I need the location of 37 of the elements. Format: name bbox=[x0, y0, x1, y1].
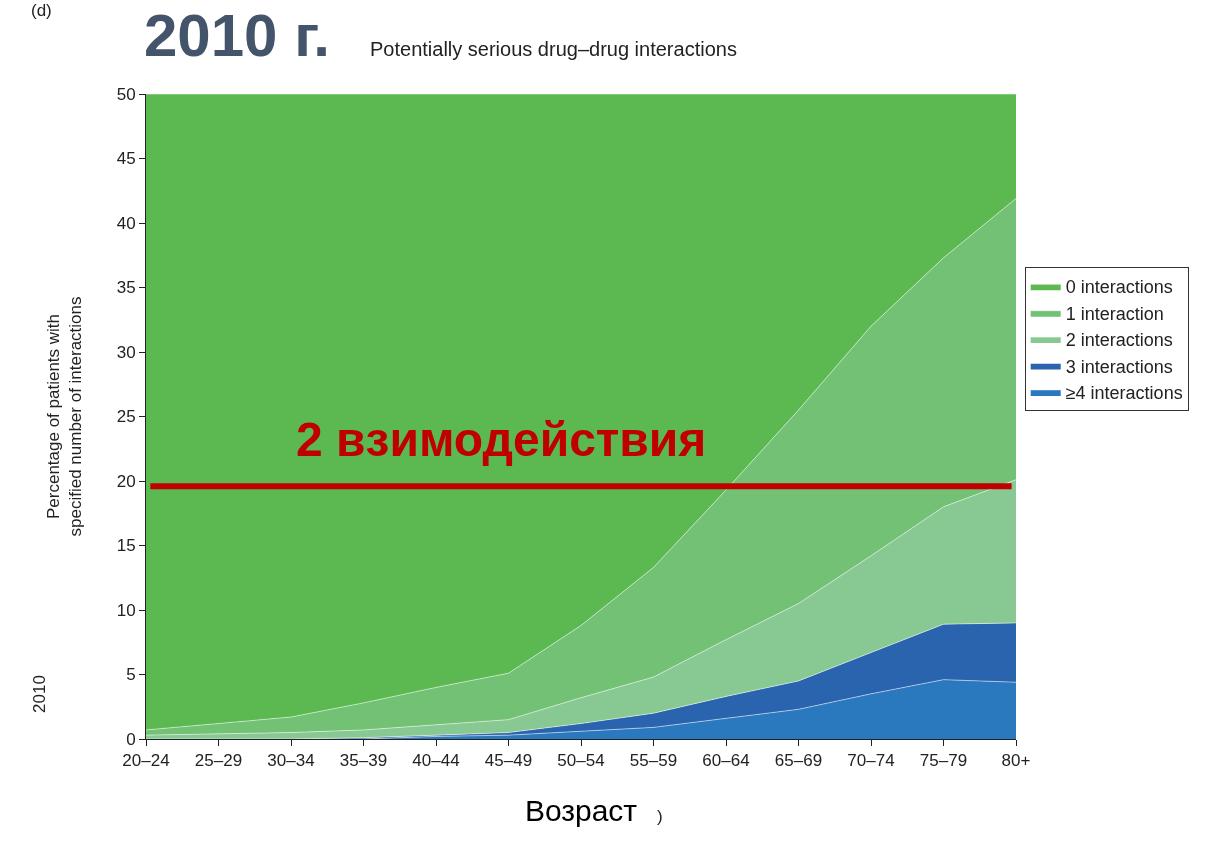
x-tick-label: 60–64 bbox=[702, 751, 750, 771]
x-axis-title: Возраст bbox=[524, 793, 638, 827]
ref-line-label: 2 взимодействия bbox=[296, 413, 707, 466]
y-tick-label: 35 bbox=[116, 278, 136, 298]
legend-label: ≥4 interactions bbox=[1065, 382, 1183, 403]
x-tick-label: 45–49 bbox=[484, 751, 533, 771]
x-tick-label: 70–74 bbox=[847, 751, 895, 771]
text: 2010 г. bbox=[144, 2, 330, 69]
legend-label: 3 interactions bbox=[1065, 356, 1173, 377]
x-tick-label: 65–69 bbox=[774, 751, 823, 771]
x-tick-label: 80+ bbox=[1001, 751, 1031, 771]
x-tick-label: 35–39 bbox=[339, 751, 388, 771]
x-tick-label: 55–59 bbox=[629, 751, 678, 771]
y-tick-label: 40 bbox=[116, 213, 136, 233]
legend-label: 2 interactions bbox=[1065, 330, 1173, 351]
x-tick-label: 75–79 bbox=[919, 751, 968, 771]
y-tick-label: 45 bbox=[116, 149, 136, 169]
legend-label: 1 interaction bbox=[1065, 303, 1164, 324]
text: ) bbox=[657, 807, 663, 826]
y-tick-label: 10 bbox=[116, 600, 136, 620]
y-tick-label: 0 bbox=[126, 729, 136, 749]
x-tick-label: 50–54 bbox=[557, 751, 605, 771]
x-tick-label: 25–29 bbox=[194, 751, 243, 771]
x-tick-label: 40–44 bbox=[412, 751, 460, 771]
y-tick-label: 50 bbox=[116, 84, 136, 104]
y-tick-label: 25 bbox=[116, 407, 136, 427]
x-tick-label: 30–34 bbox=[267, 751, 315, 771]
chart-title: Potentially serious drug–drug interactions bbox=[370, 38, 737, 60]
y-axis-title: Percentage of patients with specified number of interactions bbox=[44, 296, 86, 537]
x-tick-label: 20–24 bbox=[122, 751, 170, 771]
y-tick-label: 5 bbox=[126, 665, 136, 685]
text: 2010 bbox=[30, 675, 50, 713]
y-tick-label: 15 bbox=[116, 536, 136, 556]
legend-label: 0 interactions bbox=[1065, 277, 1173, 298]
y-tick-label: 30 bbox=[116, 342, 136, 362]
y-tick-label: 20 bbox=[116, 471, 136, 491]
text: (d) bbox=[31, 1, 52, 20]
